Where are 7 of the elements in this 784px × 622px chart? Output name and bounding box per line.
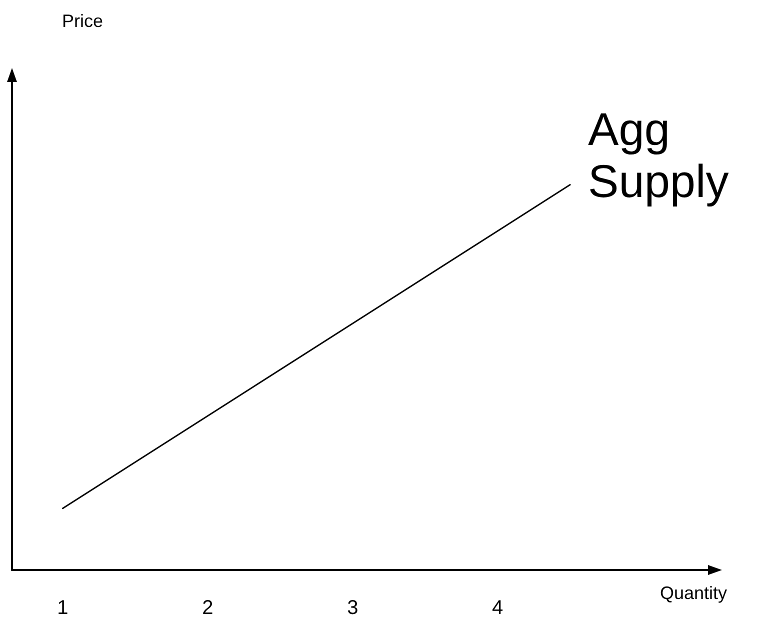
x-tick-label: 2 [202, 597, 214, 619]
x-tick-label: 4 [492, 597, 504, 619]
series-label: Agg Supply [588, 102, 729, 207]
x-tick-label: 1 [57, 597, 68, 619]
x-axis-title: Quantity [660, 583, 728, 603]
text: Price [62, 11, 104, 31]
x-tick-label: 3 [347, 597, 358, 619]
